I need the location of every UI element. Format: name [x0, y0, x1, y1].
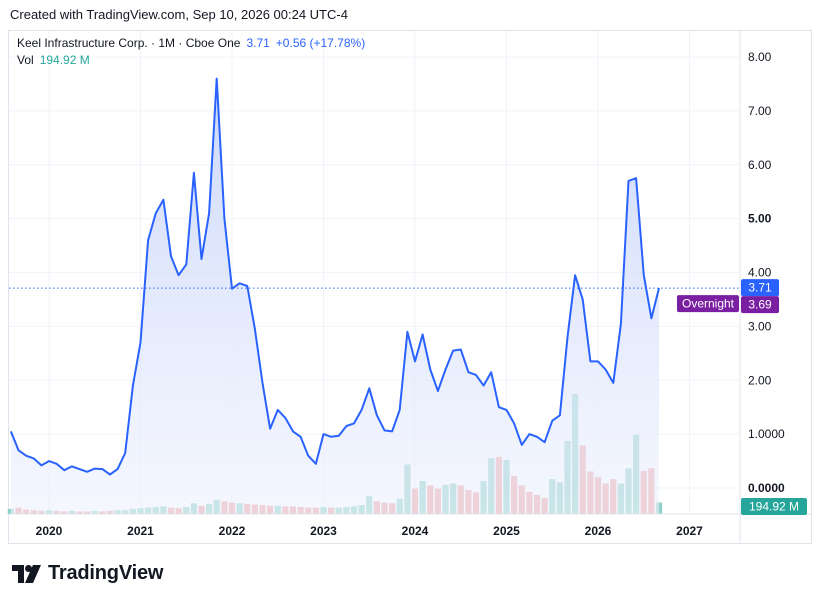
price-badges: 3.71 Overnight 3.69 194.92 M — [677, 279, 807, 515]
y-tick-label: 4.00 — [748, 266, 772, 280]
volume-badge-bg — [741, 498, 807, 515]
volume-badge: 194.92 M — [749, 500, 799, 514]
tradingview-logo[interactable]: TradingView — [12, 562, 163, 585]
tradingview-wordmark: TradingView — [48, 562, 164, 584]
x-tick-label: 2027 — [676, 524, 703, 538]
y-tick-label: 5.00 — [748, 212, 772, 226]
last-price-badge: 3.71 — [748, 281, 772, 295]
overnight-price-badge-bg — [741, 296, 779, 314]
created-with-text: Created with TradingView.com, Sep 10, 20… — [10, 7, 348, 22]
legend-change: +0.56 (+17.78%) — [275, 36, 366, 50]
y-tick-label: 2.00 — [748, 373, 772, 387]
volume-value: 194.92 M — [39, 53, 90, 67]
chart-frame — [8, 30, 812, 544]
volume-bar — [7, 508, 14, 514]
x-tick-label: 2026 — [585, 524, 612, 538]
tradingview-logo-icon — [12, 564, 41, 583]
time-axis[interactable]: 2020 2021 2022 2023 2024 2025 2026 2027 — [9, 513, 811, 538]
x-tick-label: 2020 — [36, 524, 63, 538]
volume-label: Vol — [17, 53, 34, 67]
overnight-price-badge: 3.69 — [748, 298, 772, 312]
y-tick-label: 7.00 — [748, 104, 772, 118]
y-tick-label: 1.0000 — [748, 427, 785, 441]
legend-volume-row: Vol 194.92 M — [17, 52, 365, 69]
symbol-description[interactable]: Keel Infrastructure Corp. · 1M · Cboe On… — [17, 36, 241, 50]
x-tick-label: 2021 — [127, 524, 154, 538]
last-price-badge-bg — [741, 279, 779, 297]
chart-legend: Keel Infrastructure Corp. · 1M · Cboe On… — [17, 35, 365, 69]
overnight-label-badge: Overnight — [682, 297, 735, 311]
x-tick-label: 2023 — [310, 524, 337, 538]
y-tick-label: 8.00 — [748, 50, 772, 64]
price-area — [10, 78, 659, 514]
legend-last-price: 3.71 — [246, 36, 270, 50]
y-tick-label: 6.00 — [748, 158, 772, 172]
price-axis[interactable]: 8.00 7.00 6.00 5.00 4.00 3.00 2.00 1.0000 0.0000 — [739, 31, 785, 544]
price-line — [9, 77, 660, 476]
x-tick-label: 2024 — [402, 524, 429, 538]
x-tick-label: 2022 — [219, 524, 246, 538]
overnight-label-badge-bg — [677, 295, 739, 313]
y-tick-label: 3.00 — [748, 319, 772, 333]
x-tick-label: 2025 — [493, 524, 520, 538]
legend-symbol-row: Keel Infrastructure Corp. · 1M · Cboe On… — [17, 35, 365, 52]
y-tick-label: 0.0000 — [748, 481, 785, 495]
